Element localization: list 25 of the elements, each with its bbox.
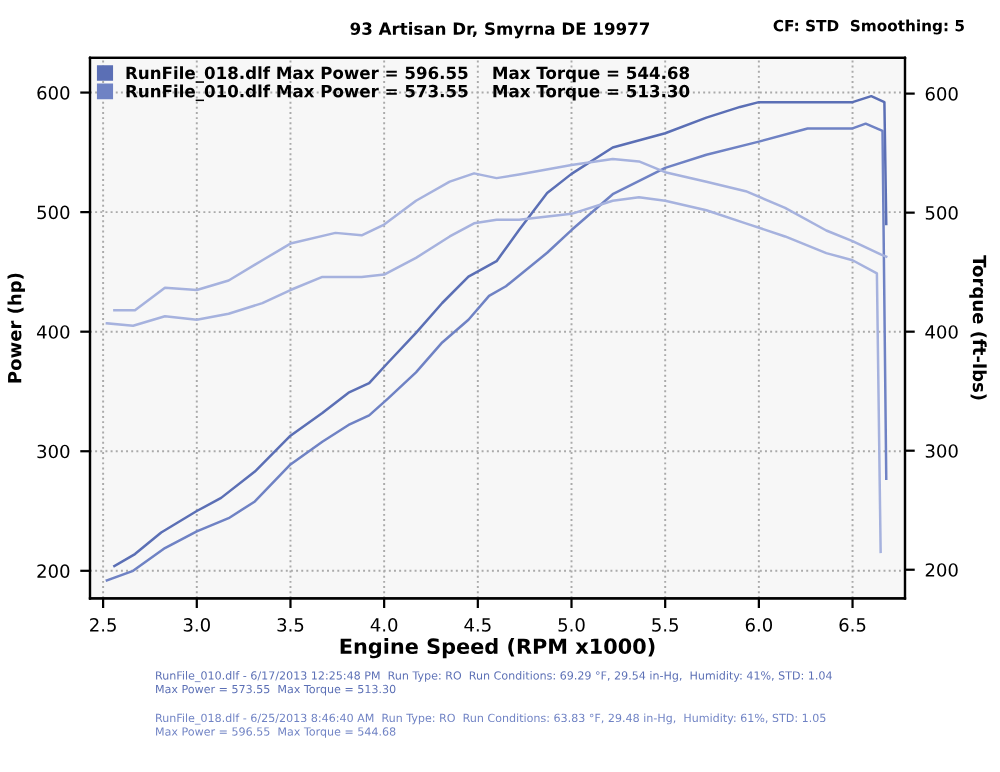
legend-label: RunFile_010.dlf Max Power = 573.55 Max Torque = 513.30 (126, 84, 690, 102)
x-tick-label: 2.5 (90, 618, 116, 632)
y2-tick-label: 600 (925, 87, 958, 101)
y-tick-label: 400 (36, 325, 70, 339)
y2-tick-label: 500 (925, 206, 958, 220)
y-tick-label: 600 (37, 86, 70, 100)
x-tick-label: 6.5 (839, 618, 866, 632)
y2-tick-label: 200 (925, 563, 958, 577)
legend-label: RunFile_018.dlf Max Power = 596.55 Max Torque = 544.68 (126, 66, 690, 83)
x-tick-label: 3.0 (183, 618, 210, 632)
y2-tick-label: 300 (925, 444, 958, 458)
x-tick-label: 3.5 (277, 618, 304, 632)
x-tick-label: 4.5 (464, 618, 491, 632)
x-tick-label: 4.0 (370, 618, 398, 632)
chart-title: 93 Artisan Dr, Smyrna DE 19977 (350, 22, 650, 39)
y-axis-title: Power (hp) (7, 273, 25, 383)
x-tick-label: 5.5 (652, 618, 678, 632)
y2-axis-title: Torque (ft-lbs) (969, 255, 987, 400)
y-tick-label: 500 (37, 205, 70, 220)
x-axis-title: Engine Speed (RPM x1000) (340, 638, 655, 659)
y-tick-label: 300 (37, 444, 70, 459)
y2-tick-label: 400 (925, 325, 958, 339)
x-tick-label: 6.0 (745, 618, 773, 632)
x-tick-label: 5.0 (558, 618, 585, 632)
y-tick-label: 200 (37, 564, 70, 578)
